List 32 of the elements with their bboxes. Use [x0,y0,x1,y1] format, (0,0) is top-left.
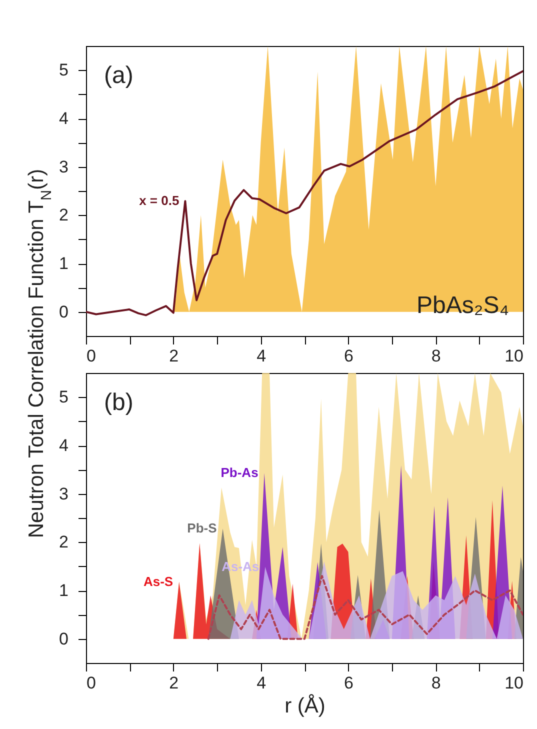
y-tick-label: 4 [59,109,68,128]
x-tick-label: 4 [256,346,266,366]
y-tick-label: 3 [59,484,68,504]
series-label: As-S [143,574,174,589]
y-tick-label: 4 [59,436,68,455]
x-tick-label: 4 [256,674,266,692]
x-tick-label: 10 [504,674,524,692]
x-tick-label: 0 [86,674,96,692]
series-label: Pb-As [220,465,258,480]
y-tick-label: 2 [59,532,68,552]
series-label: Pb-S [187,520,218,536]
x-tick-label: 2 [169,346,179,366]
x-tick-label: 6 [344,674,354,692]
x-tick-label: 2 [169,674,179,692]
y-tick-label: 3 [59,157,68,176]
series-label: x = 0.5 [139,193,180,208]
x-axis-title: r (Å) [284,694,326,718]
y-tick-label: 1 [59,254,68,273]
y-tick-label: 5 [59,388,68,407]
x-tick-label: 6 [344,346,354,366]
y-tick-label: 0 [59,302,68,322]
x-tick-label: 0 [86,346,96,366]
y-tick-label: 1 [59,581,68,600]
x-tick-label: 10 [504,346,524,366]
x-tick-label: 8 [431,346,441,366]
y-tick-label: 5 [59,60,68,80]
y-tick-label: 0 [59,629,68,648]
x-tick-label: 8 [431,674,441,692]
annotation: (b) [104,389,134,416]
y-tick-label: 2 [59,206,68,225]
annotation: PbAs₂S₄ [416,292,509,319]
annotation: (a) [104,62,134,89]
